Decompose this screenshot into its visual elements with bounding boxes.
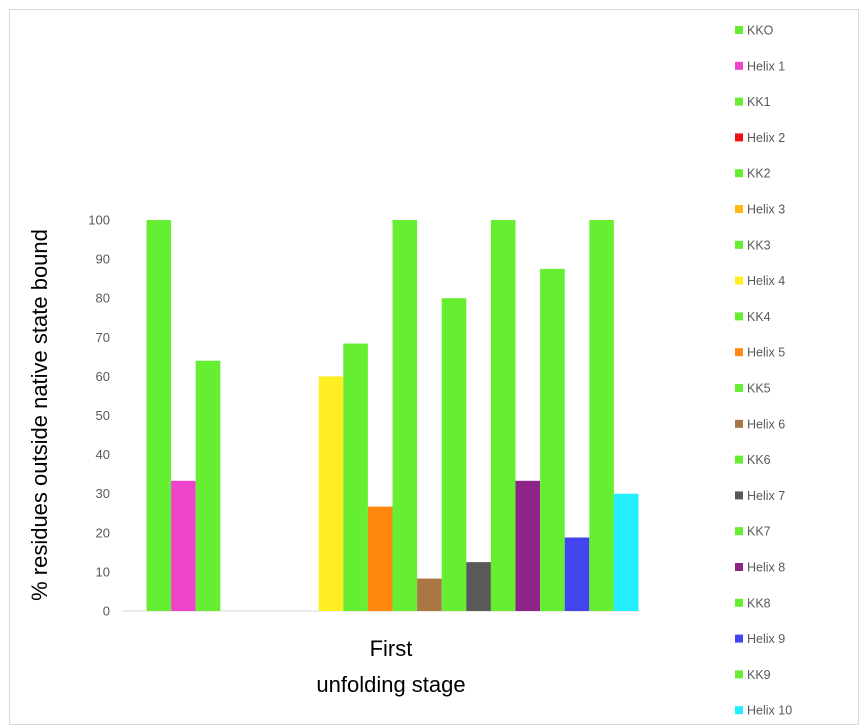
legend-label: Helix 7	[747, 489, 785, 503]
legend-item: KK7	[735, 525, 771, 539]
bar-kk4	[343, 343, 368, 611]
legend-label: Helix 1	[747, 59, 785, 73]
labels-layer: % residues outside native state bound Fir…	[27, 229, 466, 697]
legend-label: Helix 10	[747, 704, 792, 718]
bar-helix-9	[564, 537, 590, 611]
legend-swatch	[735, 133, 743, 142]
legend-item: KK2	[735, 167, 771, 181]
legend-swatch	[735, 26, 743, 34]
legend-item: KK9	[735, 668, 771, 682]
legend-swatch	[735, 384, 743, 392]
legend-item: KK3	[735, 238, 771, 252]
legend-label: KK1	[747, 95, 771, 109]
legend-item: KK5	[735, 382, 771, 396]
legend-label: KK5	[747, 382, 771, 396]
legend-swatch	[735, 276, 743, 285]
legend-label: Helix 3	[747, 203, 785, 217]
y-tick-label: 50	[96, 408, 110, 423]
bar-kk1	[195, 360, 221, 611]
bar-helix-5	[367, 506, 393, 611]
legend-label: Helix 8	[747, 561, 785, 575]
legend-label: KK2	[747, 167, 771, 181]
legend-swatch	[735, 598, 743, 607]
legend-swatch	[735, 348, 743, 357]
bar-helix-8	[515, 480, 541, 611]
legend-swatch	[735, 419, 743, 428]
legend-item: Helix 9	[735, 632, 785, 646]
category-label-line: First	[370, 636, 413, 661]
y-tick-label: 70	[96, 330, 110, 345]
legend-item: Helix 3	[735, 203, 785, 217]
legend-label: KK4	[747, 310, 771, 324]
bar-kk7	[490, 220, 516, 611]
legend-item: Helix 6	[735, 417, 785, 431]
legend-swatch	[735, 97, 743, 106]
bar-helix-10	[613, 493, 639, 611]
y-tick-label: 10	[96, 564, 110, 579]
legend-swatch	[735, 706, 743, 715]
category-label-line: unfolding stage	[316, 672, 465, 697]
legend-item: Helix 2	[735, 131, 785, 145]
legend-item: Helix 7	[735, 489, 785, 503]
legend-item: Helix 5	[735, 346, 785, 360]
legend: KKO Helix 1 KK1 Helix 2 KK2 Helix 3 KK3 Helix 4…	[735, 24, 792, 718]
bar-kk6	[441, 298, 467, 611]
legend-label: Helix 6	[747, 417, 785, 431]
y-axis-title: % residues outside native state bound	[27, 229, 52, 601]
legend-label: KK8	[747, 596, 771, 610]
legend-item: Helix 4	[735, 274, 785, 288]
y-tick-label: 20	[96, 525, 110, 540]
legend-label: KK6	[747, 453, 771, 467]
legend-item: Helix 1	[735, 59, 785, 73]
legend-item: Helix 8	[735, 561, 785, 575]
y-tick-label: 90	[96, 252, 110, 267]
y-tick-label: 100	[88, 213, 110, 228]
legend-swatch	[735, 169, 743, 178]
legend-item: KKO	[735, 24, 774, 38]
bar-helix-7	[466, 562, 491, 612]
legend-item: KK4	[735, 310, 771, 324]
legend-swatch	[735, 312, 743, 321]
bar-helix-4	[318, 376, 344, 611]
legend-item: Helix 10	[735, 704, 792, 718]
legend-swatch	[735, 205, 743, 213]
legend-item: KK8	[735, 596, 771, 610]
bars-layer	[146, 220, 639, 612]
y-tick-label: 30	[96, 486, 110, 501]
y-tick-label: 80	[96, 291, 110, 306]
legend-label: KKO	[747, 24, 774, 38]
legend-swatch	[735, 634, 743, 643]
legend-label: Helix 2	[747, 131, 785, 145]
legend-swatch	[735, 455, 743, 464]
bar-chart: 0 10 20 30 40 50 60 70 80 90 100 % residues outsid…	[27, 24, 792, 718]
legend-swatch	[735, 670, 743, 679]
legend-swatch	[735, 563, 743, 571]
legend-label: KK7	[747, 525, 771, 539]
legend-swatch	[735, 240, 743, 249]
bar-kk8	[540, 268, 565, 612]
y-tick-label: 60	[96, 369, 110, 384]
legend-swatch	[735, 61, 743, 70]
bar-helix-1	[171, 480, 196, 611]
legend-item: KK1	[735, 95, 771, 109]
legend-label: Helix 4	[747, 274, 785, 288]
legend-item: KK6	[735, 453, 771, 467]
bar-helix-6	[417, 578, 442, 611]
legend-label: KK9	[747, 668, 771, 682]
y-tick-label: 40	[96, 447, 110, 462]
legend-label: Helix 5	[747, 346, 785, 360]
y-tick-label: 0	[103, 604, 110, 619]
legend-swatch	[735, 491, 743, 500]
legend-swatch	[735, 527, 743, 536]
legend-label: Helix 9	[747, 632, 785, 646]
bar-kko	[146, 220, 172, 611]
chart-frame: 0 10 20 30 40 50 60 70 80 90 100 % residues outsid…	[9, 9, 859, 725]
bar-kk5	[392, 220, 418, 611]
legend-label: KK3	[747, 238, 771, 252]
bar-kk9	[589, 220, 614, 611]
